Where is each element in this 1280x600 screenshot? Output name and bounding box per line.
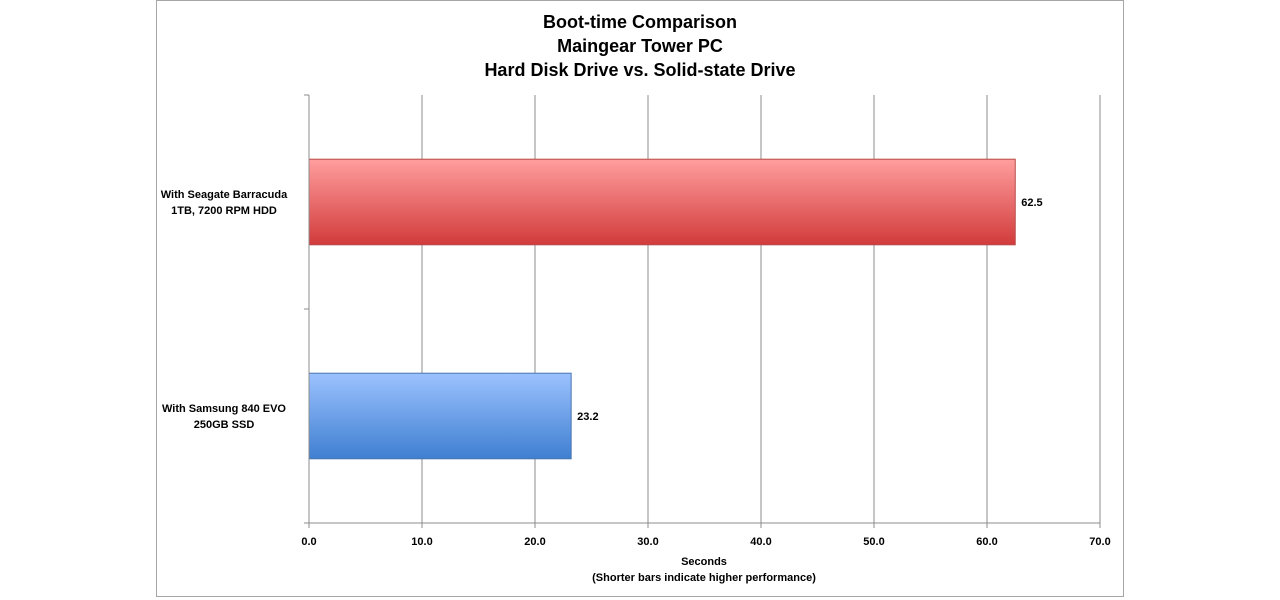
category-label: With Seagate Barracuda [161, 189, 288, 201]
category-label: 1TB, 7200 RPM HDD [171, 205, 277, 217]
x-tick-label: 70.0 [1089, 536, 1110, 548]
axes [304, 94, 1101, 528]
titles: Boot-time Comparison Maingear Tower PC Har… [484, 12, 795, 80]
x-axis-title: (Shorter bars indicate higher performanc… [592, 572, 816, 584]
x-tick-label: 30.0 [637, 536, 658, 548]
data-label: 23.2 [577, 411, 598, 423]
x-tick-label: 60.0 [976, 536, 997, 548]
x-tick-label: 10.0 [411, 536, 432, 548]
chart-title-line: Boot-time Comparison [543, 12, 737, 32]
x-tick-label: 40.0 [750, 536, 771, 548]
bars [308, 158, 1016, 460]
x-tick-label: 20.0 [524, 536, 545, 548]
category-label: With Samsung 840 EVO [162, 403, 286, 415]
x-tick-label: 50.0 [863, 536, 884, 548]
x-tick-label: 0.0 [301, 536, 316, 548]
bar-1 [308, 372, 572, 460]
chart-title-line: Maingear Tower PC [557, 36, 723, 56]
x-axis-title: Seconds [681, 556, 727, 568]
chart-title-line: Hard Disk Drive vs. Solid-state Drive [484, 60, 795, 80]
data-label: 62.5 [1021, 197, 1042, 209]
category-label: 250GB SSD [194, 419, 255, 431]
labels: 0.0 10.0 20.0 30.0 40.0 50.0 60.0 70.0 62.5 With … [161, 189, 1111, 584]
bar-0 [308, 158, 1016, 246]
chart-area [156, 0, 1124, 597]
